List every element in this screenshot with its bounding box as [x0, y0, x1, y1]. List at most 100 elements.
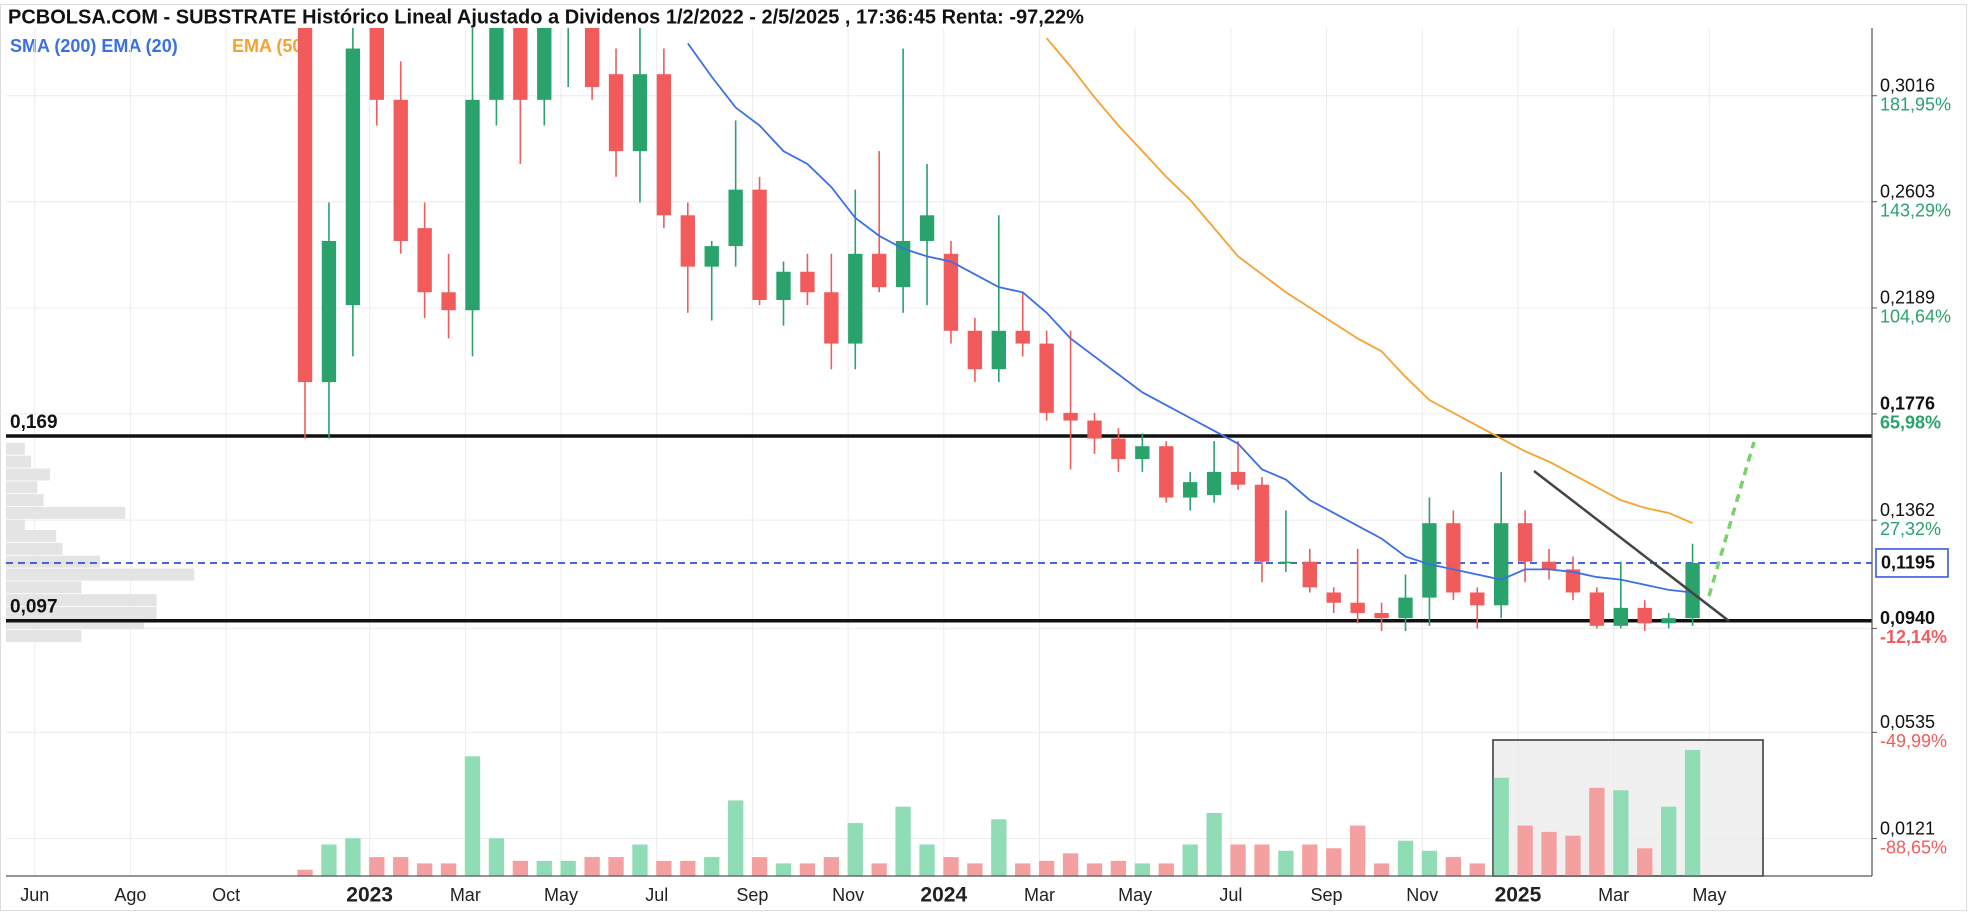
candle-body — [800, 271, 815, 293]
y-pct-label: -88,65% — [1880, 837, 1947, 857]
legend-entry: SMA (200) EMA (20) — [10, 36, 178, 56]
candle-body — [489, 28, 504, 100]
volume-bar — [416, 863, 433, 876]
level-label: 0,097 — [10, 597, 58, 618]
profile-bar — [6, 530, 57, 543]
profile-bar — [6, 581, 82, 594]
candle-body — [824, 292, 839, 344]
candle-body — [441, 292, 456, 311]
volume-bar — [440, 863, 457, 876]
candle-body — [1278, 561, 1294, 564]
x-tick-label: Jul — [645, 885, 668, 905]
candle-body — [1183, 482, 1198, 498]
volume-bar — [464, 756, 481, 876]
candle-body — [1063, 412, 1078, 421]
profile-bar — [6, 506, 126, 519]
y-pct-label: 181,95% — [1880, 94, 1951, 114]
y-pct-label: 65,98% — [1880, 413, 1941, 433]
candle-body — [393, 99, 408, 241]
volume-bar — [751, 857, 768, 876]
candle-body — [1230, 471, 1246, 485]
volume-bar — [1421, 850, 1438, 876]
volume-bar — [871, 863, 887, 876]
volume-bar — [1349, 825, 1366, 876]
profile-bar — [6, 594, 157, 607]
x-tick-label: 2023 — [346, 884, 393, 907]
y-tick-label: 0,3016 — [1880, 75, 1935, 95]
y-pct-label: 27,32% — [1880, 519, 1941, 539]
y-pct-label: 143,29% — [1880, 200, 1951, 220]
candle-body — [1159, 446, 1174, 498]
x-tick-label: Mar — [450, 885, 481, 905]
x-tick-label: Oct — [212, 885, 240, 905]
volume-bar — [632, 844, 648, 876]
x-tick-label: Sep — [736, 885, 768, 905]
candle-body — [1446, 523, 1461, 593]
candle-body — [848, 253, 863, 344]
grid — [6, 28, 1872, 876]
candle-body — [1589, 592, 1605, 626]
volume-bar — [680, 860, 696, 876]
candle-body — [537, 28, 552, 100]
x-tick-label: Sep — [1311, 885, 1343, 905]
volume-bar — [536, 860, 552, 876]
candle-body — [465, 99, 480, 311]
volume-bar — [1278, 850, 1294, 876]
level-label: 0,169 — [10, 412, 58, 433]
y-tick-label: 0,1362 — [1880, 500, 1935, 520]
volume-bar — [967, 863, 983, 876]
volume-bar — [297, 869, 313, 876]
volume-bar — [991, 819, 1007, 876]
candle-body — [919, 215, 935, 241]
x-tick-label: 2024 — [920, 884, 967, 907]
x-tick-label: Jul — [1219, 885, 1242, 905]
x-tick-label: Ago — [114, 885, 146, 905]
volume-bar — [1517, 825, 1533, 876]
candle-body — [1015, 330, 1030, 344]
x-tick-label: Nov — [832, 885, 864, 905]
current-price-box — [1875, 548, 1949, 578]
y-tick-label: 0,0535 — [1880, 712, 1935, 732]
candle-body — [1087, 420, 1102, 439]
x-tick-label: 2025 — [1495, 884, 1542, 907]
volume-profile — [6, 442, 195, 643]
volume-bar — [1230, 844, 1246, 876]
volume-bar — [847, 823, 863, 876]
projection-line — [1707, 441, 1756, 597]
profile-bar — [6, 630, 82, 643]
volume-bar — [321, 844, 337, 876]
profile-bar — [6, 481, 38, 494]
volume-bar — [704, 857, 720, 876]
volume-bar — [1326, 848, 1342, 876]
candle-body — [1111, 438, 1126, 460]
volume-bar — [1254, 844, 1270, 876]
candle-body — [680, 215, 695, 267]
profile-bar — [6, 442, 25, 455]
chart-title: PCBOLSA.COM - SUBSTRATE Histórico Lineal… — [8, 6, 1084, 28]
candle-body — [321, 240, 337, 383]
volume-bar — [584, 857, 600, 876]
volume-bar — [560, 860, 576, 876]
candle-body — [752, 189, 767, 300]
candle-body — [704, 246, 719, 267]
y-tick-label: 0,0121 — [1880, 818, 1935, 838]
profile-bar — [6, 468, 50, 481]
volume-bar — [1397, 840, 1414, 876]
volume-bar — [393, 857, 409, 876]
current-price-label: 0,1195 — [1881, 553, 1935, 573]
volume-bar — [1637, 848, 1653, 876]
profile-bar — [6, 519, 25, 532]
x-tick-label: Mar — [1598, 885, 1629, 905]
volume-bar — [1158, 863, 1174, 876]
candle-body — [1398, 597, 1413, 619]
plot-area — [297, 28, 1700, 631]
volume-bar — [1445, 857, 1462, 876]
x-tick-label: May — [544, 885, 578, 905]
volume-bar — [799, 863, 816, 876]
candle-body — [1470, 592, 1485, 606]
volume-bar — [1015, 863, 1031, 876]
y-tick-label: 0,2603 — [1880, 181, 1935, 201]
profile-bar — [6, 494, 44, 507]
